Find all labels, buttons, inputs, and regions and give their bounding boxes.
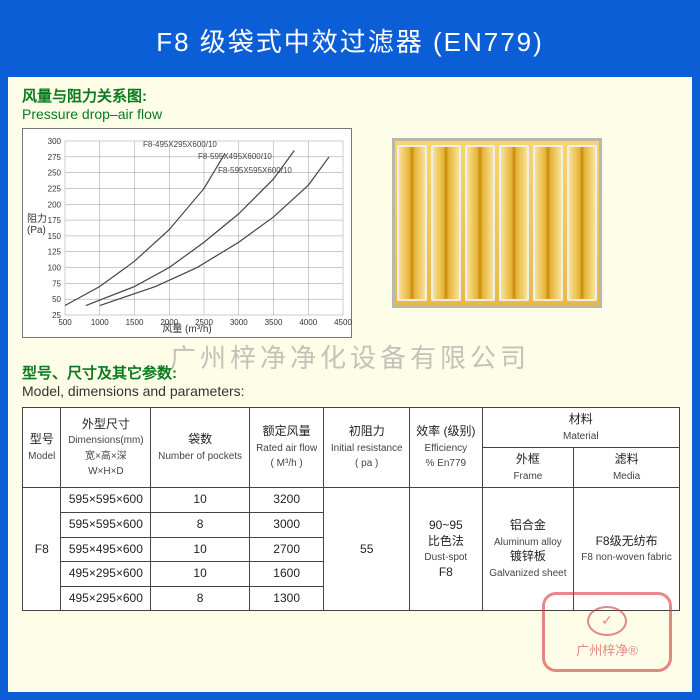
svg-text:4000: 4000 bbox=[299, 318, 317, 327]
stamp-logo-icon: ✓ bbox=[587, 606, 627, 636]
spec-table: 型号 Model 外型尺寸 Dimensions(mm) 宽×高×深 W×H×D… bbox=[22, 407, 680, 611]
chart-heading-en: Pressure drop–air flow bbox=[8, 106, 692, 128]
svg-text:200: 200 bbox=[48, 200, 62, 209]
svg-text:500: 500 bbox=[58, 318, 72, 327]
chart-heading-cn: 风量与阻力关系图: bbox=[8, 77, 692, 106]
svg-text:50: 50 bbox=[52, 295, 61, 304]
svg-text:3000: 3000 bbox=[230, 318, 248, 327]
svg-text:F8-595X495X600/10: F8-595X495X600/10 bbox=[198, 152, 272, 161]
col-dim: 外型尺寸 Dimensions(mm) 宽×高×深 W×H×D bbox=[61, 408, 151, 488]
col-frame: 外框 Frame bbox=[482, 448, 574, 488]
chart-y-label: 阻力 (Pa) bbox=[27, 214, 47, 236]
page-title: F8 级袋式中效过滤器 (EN779) bbox=[8, 8, 692, 77]
svg-text:150: 150 bbox=[48, 232, 62, 241]
col-eff: 效率 (级别) Efficiency % En779 bbox=[410, 408, 483, 488]
table-row: F8595×595×6001032005590~95比色法Dust-spotF8… bbox=[23, 488, 680, 513]
product-illustration bbox=[382, 128, 612, 328]
col-media: 滤料 Media bbox=[574, 448, 680, 488]
pressure-drop-chart: 2550751001251501752002252502753005001000… bbox=[22, 128, 352, 338]
svg-text:275: 275 bbox=[48, 153, 62, 162]
svg-text:225: 225 bbox=[48, 184, 62, 193]
svg-text:F8-595X595X600/10: F8-595X595X600/10 bbox=[218, 166, 292, 175]
svg-text:175: 175 bbox=[48, 216, 62, 225]
svg-text:4500: 4500 bbox=[334, 318, 352, 327]
params-heading-cn: 型号、尺寸及其它参数: bbox=[8, 338, 692, 383]
brand-stamp: ✓ 广州梓净® bbox=[542, 592, 672, 672]
svg-text:1000: 1000 bbox=[91, 318, 109, 327]
col-resist: 初阻力 Initial resistance ( pa ) bbox=[324, 408, 410, 488]
svg-text:1500: 1500 bbox=[126, 318, 144, 327]
chart-x-label: 风量 (m³/h) bbox=[162, 320, 211, 335]
col-material: 材料 Material bbox=[482, 408, 679, 448]
svg-text:250: 250 bbox=[48, 169, 62, 178]
col-airflow: 额定风量 Rated air flow ( M³/h ) bbox=[249, 408, 323, 488]
col-model: 型号 Model bbox=[23, 408, 61, 488]
svg-text:100: 100 bbox=[48, 264, 62, 273]
svg-text:125: 125 bbox=[48, 248, 62, 257]
svg-text:F8-495X295X600/10: F8-495X295X600/10 bbox=[143, 140, 217, 149]
col-pockets: 袋数 Number of pockets bbox=[151, 408, 250, 488]
svg-text:300: 300 bbox=[48, 137, 62, 146]
svg-text:75: 75 bbox=[52, 279, 61, 288]
params-heading-en: Model, dimensions and parameters: bbox=[8, 383, 692, 407]
svg-text:3500: 3500 bbox=[265, 318, 283, 327]
